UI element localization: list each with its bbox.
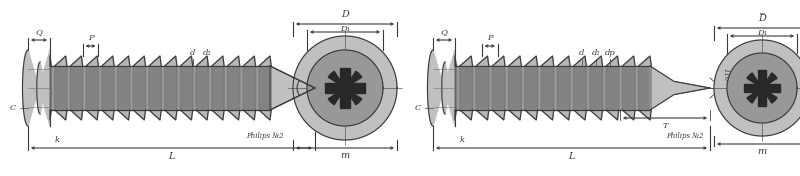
Text: 20°-25°: 20°-25° [323, 66, 350, 74]
Polygon shape [328, 71, 345, 88]
Polygon shape [50, 66, 270, 110]
Text: d: d [190, 49, 196, 57]
Polygon shape [325, 83, 365, 93]
Polygon shape [37, 62, 50, 114]
Text: Q: Q [441, 28, 447, 36]
Polygon shape [638, 56, 651, 120]
Polygon shape [762, 88, 777, 103]
Polygon shape [328, 88, 345, 105]
Text: m: m [340, 151, 350, 160]
Text: k: k [55, 136, 60, 144]
Text: Philips №2: Philips №2 [666, 132, 704, 140]
Polygon shape [340, 68, 350, 108]
Polygon shape [149, 56, 162, 120]
Polygon shape [118, 56, 130, 120]
Text: d₂: d₂ [591, 49, 600, 57]
Text: d: d [579, 49, 585, 57]
Polygon shape [590, 56, 602, 120]
Text: Q: Q [35, 28, 42, 36]
Polygon shape [345, 71, 362, 88]
Polygon shape [758, 70, 766, 106]
Polygon shape [455, 56, 456, 120]
Polygon shape [134, 56, 146, 120]
Polygon shape [762, 73, 777, 88]
Polygon shape [50, 56, 51, 120]
Text: 110°: 110° [722, 68, 730, 84]
Text: dp: dp [604, 49, 615, 57]
Text: D₁: D₁ [340, 25, 350, 33]
Text: ~: ~ [758, 11, 766, 19]
Text: T: T [662, 122, 668, 130]
Polygon shape [243, 56, 255, 120]
Polygon shape [196, 56, 208, 120]
Text: Philips №2: Philips №2 [246, 132, 284, 140]
Polygon shape [102, 56, 114, 120]
Polygon shape [442, 62, 455, 114]
Polygon shape [455, 66, 650, 110]
Text: P: P [487, 34, 493, 42]
Polygon shape [622, 56, 635, 120]
Polygon shape [293, 36, 397, 140]
Polygon shape [181, 56, 193, 120]
Polygon shape [476, 56, 489, 120]
Polygon shape [270, 66, 315, 110]
Text: L: L [168, 152, 174, 161]
Polygon shape [541, 56, 554, 120]
Polygon shape [747, 88, 762, 103]
Polygon shape [165, 56, 177, 120]
Polygon shape [54, 56, 67, 120]
Polygon shape [259, 56, 271, 120]
Text: m: m [758, 147, 766, 156]
Polygon shape [650, 66, 710, 110]
Polygon shape [509, 56, 522, 120]
Text: L: L [568, 152, 574, 161]
Polygon shape [744, 84, 780, 92]
Polygon shape [492, 56, 505, 120]
Text: D₁: D₁ [757, 29, 767, 37]
Polygon shape [227, 56, 240, 120]
Polygon shape [727, 53, 797, 123]
Polygon shape [558, 56, 570, 120]
Text: C: C [414, 104, 421, 112]
Text: C: C [10, 104, 16, 112]
Text: P: P [88, 34, 94, 42]
Polygon shape [714, 40, 800, 136]
Text: d₂: d₂ [202, 49, 211, 57]
Text: k: k [460, 136, 465, 144]
Polygon shape [460, 56, 473, 120]
Polygon shape [574, 56, 586, 120]
Polygon shape [525, 56, 538, 120]
Polygon shape [212, 56, 224, 120]
Polygon shape [427, 50, 455, 126]
Polygon shape [606, 56, 619, 120]
Polygon shape [307, 50, 383, 126]
Polygon shape [70, 56, 82, 120]
Polygon shape [86, 56, 98, 120]
Polygon shape [22, 50, 50, 126]
Text: D: D [758, 14, 766, 23]
Polygon shape [345, 88, 362, 105]
Polygon shape [747, 73, 762, 88]
Text: D: D [341, 10, 349, 19]
